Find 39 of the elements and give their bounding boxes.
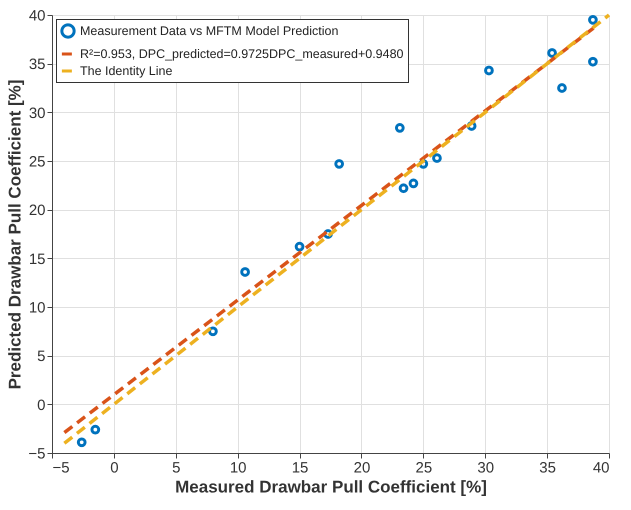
x-axis-title: Measured Drawbar Pull Coefficient [%] [175, 478, 487, 496]
x-tick-label: 40 [592, 460, 610, 476]
point [547, 48, 557, 58]
point [588, 15, 598, 25]
x-tick-label: 15 [292, 460, 308, 476]
point [394, 123, 405, 133]
y-tick-label: −5 [28, 446, 46, 462]
y-tick-label: 20 [28, 202, 46, 220]
point [398, 183, 408, 194]
point [484, 66, 494, 76]
x-tick-label: −5 [52, 460, 70, 476]
x-tick-label: 25 [415, 460, 432, 476]
x-tick-label: 35 [539, 460, 556, 476]
y-tick-label: 30 [28, 104, 46, 122]
legend-label: R²=0.953, DPC_predicted=0.9725DPC_measured+0.9480 [80, 47, 404, 61]
point [294, 242, 304, 252]
y-tick-label: 0 [37, 396, 46, 414]
y-tick-label: 5 [37, 348, 46, 366]
y-tick-label: 15 [28, 250, 46, 268]
point [588, 56, 598, 67]
legend-label: The Identity Line [80, 64, 172, 78]
y-axis-title: Predicted Drawbar Pull Coefficient [%] [5, 80, 24, 390]
y-tick-label: 25 [28, 154, 46, 170]
point [90, 424, 100, 434]
point [432, 153, 442, 163]
x-tick-label: 0 [110, 460, 119, 476]
x-tick-label: 20 [354, 460, 370, 476]
y-tick-label: 35 [28, 56, 46, 74]
point [240, 267, 250, 277]
x-tick-label: 10 [230, 460, 247, 476]
x-tick-label: 5 [172, 460, 180, 476]
x-tick-label: 30 [477, 460, 494, 476]
point [76, 437, 87, 448]
y-tick-label: 40 [28, 8, 46, 24]
legend-label: Measurement Data vs MFTM Model Prediction [80, 24, 338, 38]
y-tick-label: 10 [28, 300, 46, 316]
point [557, 83, 567, 93]
point [408, 178, 418, 188]
point [334, 159, 344, 169]
